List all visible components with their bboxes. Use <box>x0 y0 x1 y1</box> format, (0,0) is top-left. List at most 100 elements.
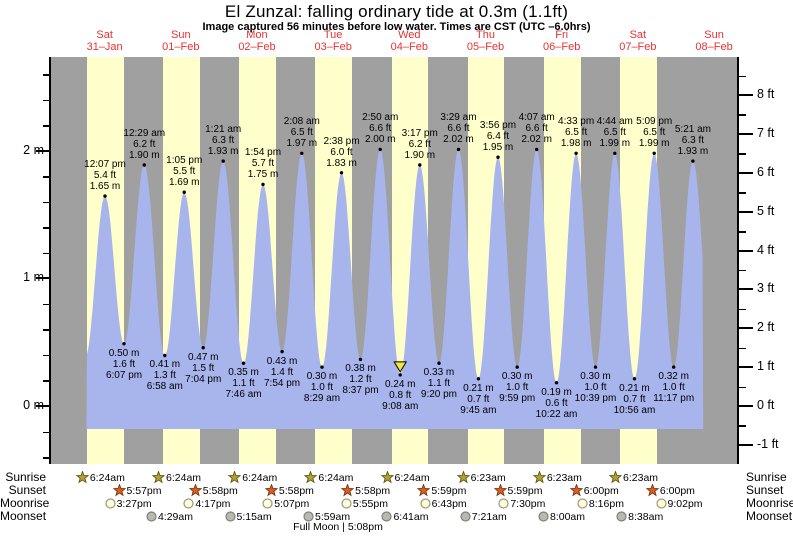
moonrise-time: 4:17pm <box>183 497 230 510</box>
right-major-tick <box>739 366 753 369</box>
tide-event-dot <box>672 365 676 369</box>
tide-high-label: 1:21 am 6.3 ft 1.93 m <box>205 124 242 158</box>
tide-plot-area <box>50 57 738 464</box>
sunrise-star-icon <box>152 471 166 484</box>
tide-event-dot <box>201 346 205 350</box>
tide-high-label: 2:50 am 6.6 ft 2.00 m <box>362 112 399 146</box>
sunrise-time: 6:24am <box>380 471 430 484</box>
y-axis-label-ft: 5 ft <box>757 203 775 218</box>
right-minor-tick <box>739 269 746 272</box>
sunset-time: 5:59pm <box>417 484 466 497</box>
tide-low-label: 0.41 m 1.3 ft 6:58 am <box>146 359 183 393</box>
tide-event-dot <box>437 361 441 365</box>
moonset-time: 8:38am <box>616 510 663 523</box>
sunset-star-icon <box>341 484 355 497</box>
moonrise-circle-icon <box>420 498 431 509</box>
y-axis-label-ft: 7 ft <box>757 125 775 140</box>
tide-event-dot <box>300 151 304 155</box>
tide-high-label: 3:17 pm 6.2 ft 1.90 m <box>401 127 438 161</box>
tide-event-dot <box>339 171 344 175</box>
left-minor-tick <box>43 354 50 357</box>
moonset-circle-icon <box>224 511 236 522</box>
tide-high-label: 3:29 am 6.6 ft 2.02 m <box>440 112 477 146</box>
moonset-circle-icon <box>381 511 393 522</box>
right-minor-tick <box>739 308 746 311</box>
tide-event-dot <box>221 159 225 163</box>
day-label: Mon 02–Feb <box>238 29 276 53</box>
right-major-tick <box>739 405 753 407</box>
y-axis-label-ft: 6 ft <box>757 164 775 179</box>
y-axis-label-ft: 1 ft <box>757 359 775 374</box>
tide-event-dot <box>142 163 146 167</box>
moonset-circle-icon <box>460 511 471 522</box>
tide-event-dot <box>456 147 461 152</box>
sunrise-star-icon <box>304 471 318 484</box>
tide-curve <box>86 147 704 429</box>
sunset-time: 6:00pm <box>645 484 695 497</box>
sunset-row-label-left: Sunset <box>8 483 46 497</box>
day-label: Sat 31–Jan <box>86 29 123 53</box>
moonset-time: 4:29am <box>146 510 193 523</box>
tide-low-label: 0.43 m 1.4 ft 7:54 pm <box>263 355 301 389</box>
tide-high-label: 2:38 pm 6.0 ft 1.83 m <box>323 135 360 169</box>
left-minor-tick <box>43 329 50 331</box>
tide-event-dot <box>182 190 186 194</box>
moonset-row-label-left: Moonset <box>0 509 47 523</box>
tide-low-label: 0.30 m 1.0 ft 9:59 pm <box>499 371 536 405</box>
sunrise-star-icon <box>609 471 623 484</box>
left-minor-tick <box>43 252 50 255</box>
sunrise-row-label-left: Sunrise <box>5 470 46 484</box>
left-minor-tick <box>43 176 50 178</box>
moonset-circle-icon <box>303 511 314 522</box>
moonset-circle-icon <box>616 511 627 522</box>
moonrise-time: 6:43pm <box>420 497 467 510</box>
moonrise-time: 7:30pm <box>498 497 545 510</box>
sunset-time: 6:00pm <box>569 484 619 497</box>
tide-event-dot <box>652 151 656 155</box>
tide-high-label: 2:08 am 6.5 ft 1.97 m <box>283 116 320 150</box>
left-minor-tick <box>43 125 50 127</box>
moonset-time: 8:00am <box>538 510 585 523</box>
left-minor-tick <box>43 99 50 102</box>
sunrise-time: 6:24am <box>228 471 277 484</box>
day-label: Fri 06–Feb <box>543 29 581 53</box>
sunset-star-icon <box>188 484 202 497</box>
sunrise-time: 6:23am <box>456 471 506 484</box>
tide-low-label: 0.33 m 1.1 ft 9:20 pm <box>420 367 458 401</box>
y-axis-label-ft: 2 ft <box>757 320 775 335</box>
day-label: Sun 01–Feb <box>162 29 200 53</box>
sunrise-star-icon <box>456 471 470 484</box>
right-minor-tick <box>739 231 746 233</box>
tide-event-dot <box>593 365 598 369</box>
moonset-time: 5:59am <box>303 510 350 523</box>
left-minor-tick <box>43 431 50 433</box>
right-minor-tick <box>739 425 746 427</box>
tide-area <box>86 149 704 429</box>
moonset-row-label-right: Moonset <box>746 509 793 523</box>
tide-event-dot <box>163 353 167 358</box>
moonrise-time: 8:16pm <box>577 497 624 510</box>
tide-high-label: 3:56 pm 6.4 ft 1.95 m <box>479 120 517 154</box>
moonrise-time: 3:27pm <box>104 497 152 510</box>
sunrise-time: 6:23am <box>609 471 658 484</box>
tide-event-dot <box>122 342 126 346</box>
right-major-tick <box>739 288 753 291</box>
left-minor-tick <box>43 303 50 306</box>
moonset-time: 6:41am <box>381 510 428 523</box>
chart-title: El Zunzal: falling ordinary tide at 0.3m… <box>224 2 569 21</box>
left-major-tick <box>36 405 50 407</box>
tide-event-dot <box>241 361 246 365</box>
tide-event-dot <box>418 163 422 167</box>
moonrise-time: 5:07pm <box>262 497 309 510</box>
tide-high-label: 12:07 pm 5.4 ft 1.65 m <box>84 159 126 193</box>
tide-high-label: 4:44 am 6.5 ft 1.99 m <box>596 116 633 150</box>
chart-subtitle: Image captured 56 minutes before low wat… <box>202 21 591 33</box>
sunrise-time: 6:23am <box>532 471 582 484</box>
tide-low-label: 0.19 m 0.6 ft 10:22 am <box>535 386 578 420</box>
tide-low-label: 0.24 m 0.8 ft 9:08 am <box>382 378 419 412</box>
tide-event-dot <box>280 349 284 354</box>
moonset-circle-icon <box>146 511 157 522</box>
left-minor-tick <box>43 457 50 459</box>
sunset-time: 5:58pm <box>341 484 390 497</box>
